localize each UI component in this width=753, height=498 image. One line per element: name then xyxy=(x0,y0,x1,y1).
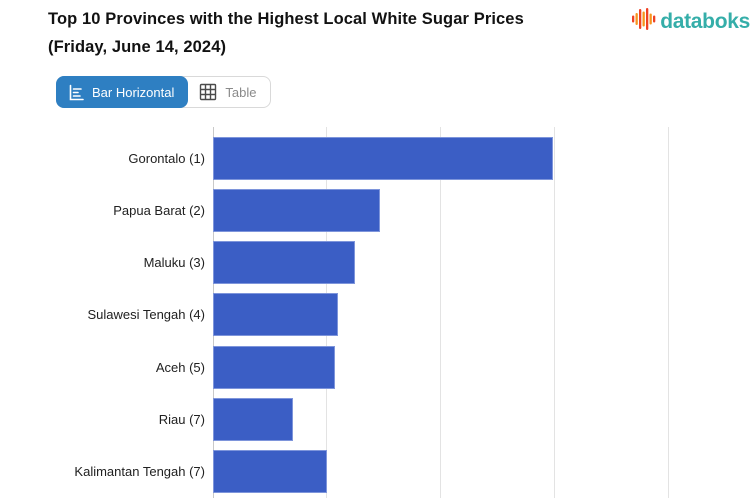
bar[interactable] xyxy=(213,397,293,441)
view-switcher: Bar Horizontal Table xyxy=(56,76,272,108)
gridline xyxy=(667,127,669,498)
category-label: Sulawesi Tengah (4) xyxy=(87,307,205,323)
bar[interactable] xyxy=(213,241,356,285)
table-button[interactable]: Table xyxy=(188,77,271,107)
bar-horizontal-icon xyxy=(68,84,85,101)
chart-title-line-2: (Friday, June 14, 2024) xyxy=(48,38,227,56)
table-label: Table xyxy=(225,84,257,100)
chart-title: Top 10 Provinces with the Highest Local … xyxy=(48,5,608,61)
bar[interactable] xyxy=(213,345,335,389)
databoks-logo-text: databoks xyxy=(660,9,750,33)
databoks-logo: databoks xyxy=(631,6,750,37)
category-label: Maluku (3) xyxy=(143,255,205,271)
table-icon xyxy=(198,82,218,102)
databoks-logo-icon xyxy=(631,6,657,37)
category-label: Gorontalo (1) xyxy=(128,150,205,166)
category-label: Kalimantan Tengah (7) xyxy=(74,464,205,479)
bar[interactable] xyxy=(213,136,554,180)
gridline xyxy=(553,127,555,498)
bar-horizontal-button[interactable]: Bar Horizontal xyxy=(56,76,189,108)
bar[interactable] xyxy=(213,293,339,337)
gridline xyxy=(440,127,441,498)
bar[interactable] xyxy=(213,450,327,493)
bar-horizontal-label: Bar Horizontal xyxy=(92,84,175,100)
category-label: Riau (7) xyxy=(158,411,205,427)
category-label: Aceh (5) xyxy=(155,359,205,375)
chart-title-line-1: Top 10 Provinces with the Highest Local … xyxy=(48,10,524,28)
bar[interactable] xyxy=(213,189,381,232)
category-label: Papua Barat (2) xyxy=(113,203,205,218)
